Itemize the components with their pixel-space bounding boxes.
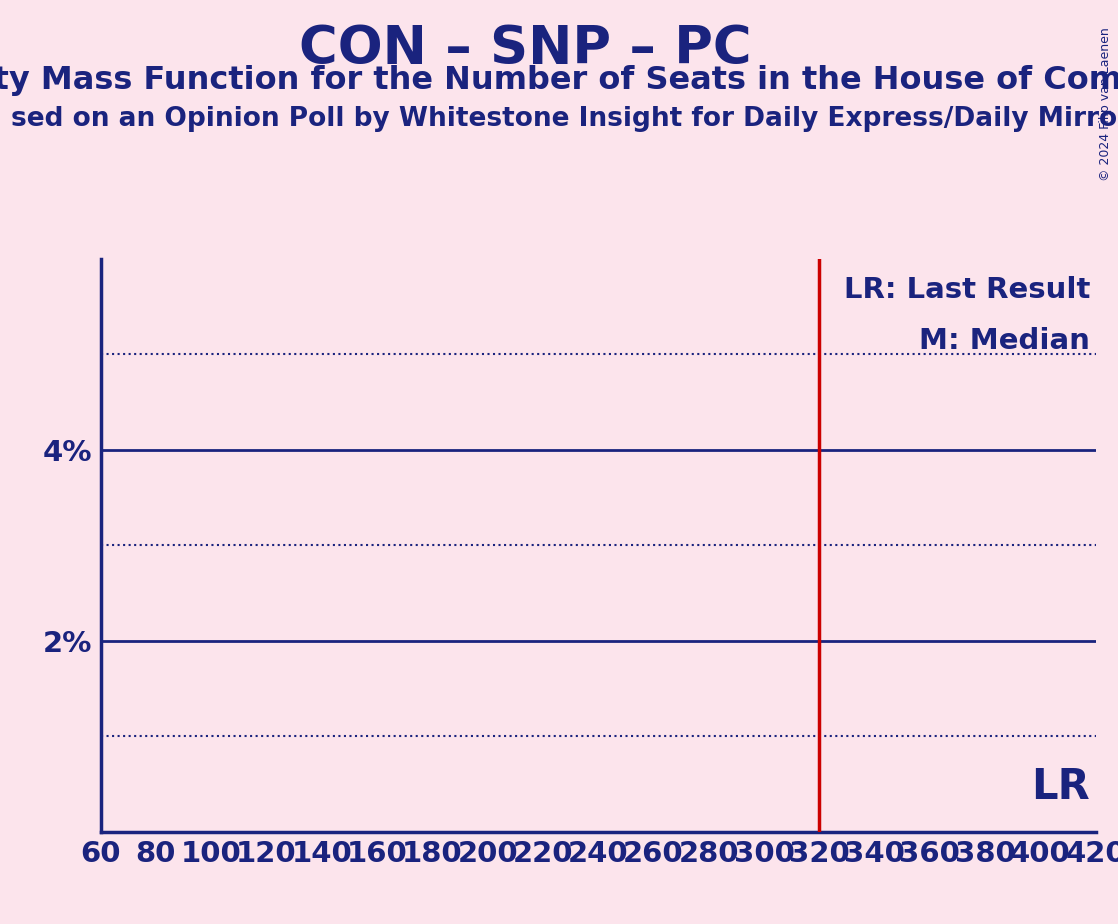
Text: Probability Mass Function for the Number of Seats in the House of Commons: Probability Mass Function for the Number… xyxy=(0,65,1118,96)
Text: LR: Last Result: LR: Last Result xyxy=(844,276,1090,304)
Text: LR: LR xyxy=(1032,766,1090,808)
Text: CON – SNP – PC: CON – SNP – PC xyxy=(300,23,751,75)
Text: © 2024 Filip van Laenen: © 2024 Filip van Laenen xyxy=(1099,28,1112,181)
Text: sed on an Opinion Poll by Whitestone Insight for Daily Express/Daily Mirror, 19–: sed on an Opinion Poll by Whitestone Ins… xyxy=(11,106,1118,132)
Text: M: Median: M: Median xyxy=(919,327,1090,356)
